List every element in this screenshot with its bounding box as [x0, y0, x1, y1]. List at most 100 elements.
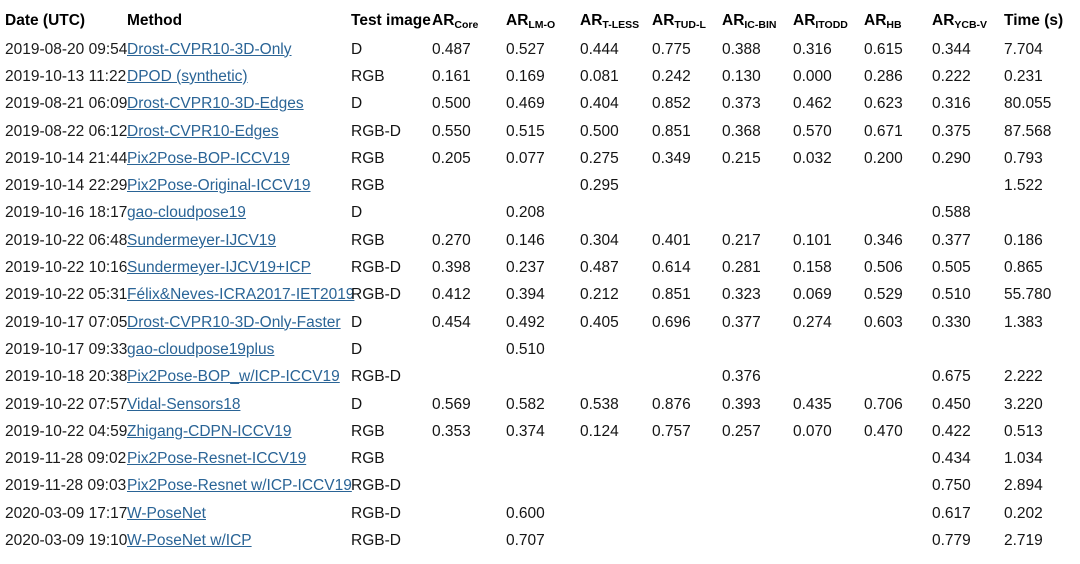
method-link[interactable]: Pix2Pose-Resnet w/ICP-ICCV19: [127, 477, 352, 495]
method-link[interactable]: Vidal-Sensors18: [127, 395, 241, 413]
score-cell: 0.444: [580, 40, 619, 58]
method-cell: Pix2Pose-Resnet-ICCV19: [127, 445, 351, 472]
method-link[interactable]: Sundermeyer-IJCV19: [127, 231, 277, 249]
score-cell: [432, 364, 506, 391]
method-link[interactable]: Pix2Pose-Resnet-ICCV19: [127, 450, 307, 468]
method-link[interactable]: DPOD (synthetic): [127, 67, 248, 85]
score-cell: 0.435: [793, 395, 832, 413]
time-cell: 7.704: [1004, 40, 1043, 58]
table-row: 2019-10-22 05:31 Félix&Neves-ICRA2017-IET…: [5, 282, 1079, 309]
table-row: 2019-11-28 09:02 Pix2Pose-Resnet-ICCV19 RG…: [5, 445, 1079, 472]
time-cell: 1.383: [1004, 313, 1043, 331]
test-image-cell: RGB: [351, 231, 385, 249]
date-cell: 2019-10-22 05:31: [5, 286, 128, 304]
score-cell: 0.304: [580, 231, 619, 249]
method-link[interactable]: Félix&Neves-ICRA2017-IET2019: [127, 286, 355, 304]
score-cell: [432, 336, 506, 363]
score-cell: 0.200: [864, 149, 903, 167]
score-cell: 0.487: [432, 40, 471, 58]
table-row: 2019-10-18 20:38 Pix2Pose-BOP_w/ICP-ICCV1…: [5, 364, 1079, 391]
score-cell: 0.779: [932, 531, 971, 549]
test-image-cell: D: [351, 340, 363, 358]
date-cell: 2019-10-16 18:17: [5, 204, 128, 222]
score-cell: [580, 200, 652, 227]
time-cell: 2.894: [1004, 477, 1043, 495]
time-cell: 0.513: [1004, 422, 1043, 440]
score-cell: [652, 445, 722, 472]
time-cell: [1004, 336, 1079, 363]
score-cell: 0.487: [580, 259, 619, 277]
test-image-cell: RGB: [351, 450, 385, 468]
method-cell: Sundermeyer-IJCV19+ICP: [127, 254, 351, 281]
score-cell: [432, 172, 506, 199]
score-cell: [864, 445, 932, 472]
score-cell: 0.582: [506, 395, 545, 413]
score-cell: 0.374: [506, 422, 545, 440]
score-cell: 0.492: [506, 313, 545, 331]
score-cell: 0.394: [506, 286, 545, 304]
score-cell: [793, 473, 864, 500]
method-link[interactable]: Pix2Pose-BOP-ICCV19: [127, 149, 290, 167]
method-cell: Drost-CVPR10-3D-Only: [127, 36, 351, 63]
date-cell: 2019-08-21 06:09: [5, 95, 128, 113]
score-cell: [722, 336, 793, 363]
score-cell: [793, 172, 864, 199]
score-cell: [793, 336, 864, 363]
score-cell: [864, 500, 932, 527]
table-row: 2019-10-14 21:44 Pix2Pose-BOP-ICCV19 RGB 0.…: [5, 145, 1079, 172]
method-link[interactable]: Pix2Pose-BOP_w/ICP-ICCV19: [127, 368, 340, 386]
score-cell: [580, 527, 652, 554]
table-row: 2019-10-22 06:48 Sundermeyer-IJCV19 RGB 0.2…: [5, 227, 1079, 254]
table-row: 2019-10-22 10:16 Sundermeyer-IJCV19+ICP RG…: [5, 254, 1079, 281]
score-cell: [793, 527, 864, 554]
score-cell: [722, 445, 793, 472]
table-row: 2019-10-22 04:59 Zhigang-CDPN-ICCV19 RGB 0.…: [5, 418, 1079, 445]
score-cell: [432, 200, 506, 227]
score-cell: 0.550: [432, 122, 471, 140]
test-image-cell: RGB: [351, 149, 385, 167]
score-cell: 0.671: [864, 122, 903, 140]
score-cell: 0.454: [432, 313, 471, 331]
score-cell: 0.316: [793, 40, 832, 58]
score-cell: [793, 500, 864, 527]
method-link[interactable]: gao-cloudpose19plus: [127, 340, 275, 358]
score-cell: 0.146: [506, 231, 545, 249]
method-link[interactable]: Drost-CVPR10-3D-Only: [127, 40, 292, 58]
score-cell: [793, 364, 864, 391]
score-cell: [652, 527, 722, 554]
time-cell: 3.220: [1004, 395, 1043, 413]
time-cell: 87.568: [1004, 122, 1052, 140]
method-link[interactable]: Pix2Pose-Original-ICCV19: [127, 177, 311, 195]
score-cell: 0.469: [506, 95, 545, 113]
method-link[interactable]: Zhigang-CDPN-ICCV19: [127, 422, 292, 440]
method-cell: Drost-CVPR10-3D-Only-Faster: [127, 309, 351, 336]
score-cell: 0.675: [932, 368, 971, 386]
score-cell: [864, 473, 932, 500]
test-image-cell: RGB: [351, 67, 385, 85]
method-link[interactable]: W-PoseNet w/ICP: [127, 531, 252, 549]
method-link[interactable]: gao-cloudpose19: [127, 204, 246, 222]
score-cell: 0.388: [722, 40, 761, 58]
column-header-subscript: LM-O: [528, 19, 556, 31]
score-cell: 0.081: [580, 67, 619, 85]
time-cell: 0.231: [1004, 67, 1043, 85]
method-link[interactable]: Drost-CVPR10-Edges: [127, 122, 279, 140]
score-cell: 0.588: [932, 204, 971, 222]
score-cell: [864, 172, 932, 199]
date-cell: 2019-10-14 22:29: [5, 177, 128, 195]
time-cell: 1.522: [1004, 177, 1043, 195]
column-header-subscript: T-LESS: [602, 19, 640, 31]
test-image-cell: RGB-D: [351, 477, 401, 495]
date-cell: 2020-03-09 19:10: [5, 531, 128, 549]
time-cell: [1004, 200, 1079, 227]
score-cell: 0.101: [793, 231, 832, 249]
score-cell: 0.398: [432, 259, 471, 277]
method-link[interactable]: Sundermeyer-IJCV19+ICP: [127, 259, 311, 277]
score-cell: [652, 473, 722, 500]
method-link[interactable]: Drost-CVPR10-3D-Edges: [127, 95, 304, 113]
score-cell: 0.614: [652, 259, 691, 277]
method-link[interactable]: Drost-CVPR10-3D-Only-Faster: [127, 313, 341, 331]
score-cell: 0.270: [432, 231, 471, 249]
score-cell: 0.376: [722, 368, 761, 386]
method-link[interactable]: W-PoseNet: [127, 504, 206, 522]
